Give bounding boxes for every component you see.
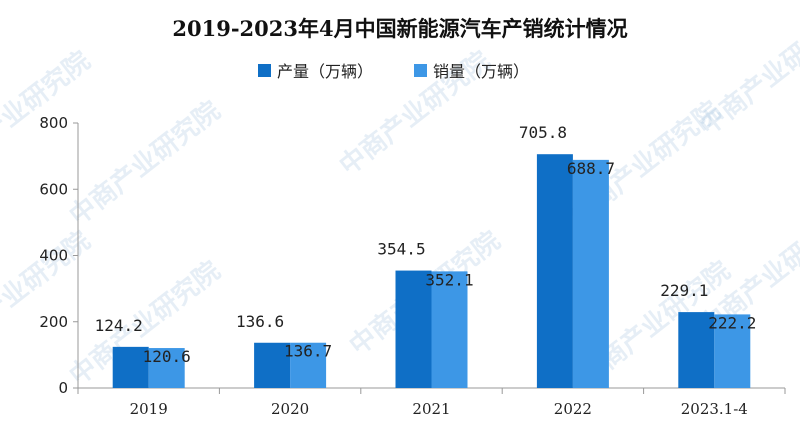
label-production-2019: 124.2	[95, 316, 143, 335]
label-sales-2023.1-4: 222.2	[708, 313, 756, 332]
bar-sales-2022	[572, 159, 609, 388]
label-production-2022: 705.8	[519, 123, 567, 142]
label-production-2023.1-4: 229.1	[660, 281, 708, 300]
bars	[112, 154, 751, 388]
x-tick-label: 2020	[271, 400, 309, 418]
bar-sales-2020	[290, 342, 327, 388]
bar-sales-2019	[148, 348, 185, 388]
watermark-text: 中商产业研究院	[694, 5, 800, 141]
label-sales-2020: 136.7	[284, 342, 332, 361]
x-tick-label: 2023.1-4	[681, 400, 748, 418]
label-production-2020: 136.6	[236, 312, 284, 331]
x-tick-label: 2021	[412, 400, 450, 418]
legend-swatch-1	[258, 64, 271, 77]
bar-production-2021	[395, 270, 432, 388]
legend: 产量（万辆） 销量（万辆）	[258, 62, 529, 81]
bar-production-2019	[112, 346, 149, 388]
y-tick-label: 200	[39, 313, 68, 331]
y-tick-label: 600	[39, 180, 68, 198]
bar-sales-2023.1-4	[714, 314, 751, 388]
axes: 0 200 400 600 800 2019 2020 2021 2022 2023.1-4	[39, 114, 786, 418]
bar-production-2020	[254, 342, 291, 388]
bar-production-2023.1-4	[678, 312, 715, 388]
legend-swatch-2	[414, 64, 427, 77]
label-sales-2022: 688.7	[567, 159, 615, 178]
bar-production-2022	[536, 154, 573, 388]
label-sales-2019: 120.6	[143, 347, 191, 366]
legend-label-1: 产量（万辆）	[277, 62, 373, 81]
x-tick-label: 2022	[554, 400, 592, 418]
bar-sales-2021	[431, 271, 468, 388]
label-sales-2021: 352.1	[425, 270, 473, 289]
chart-title: 2019-2023年4月中国新能源汽车产销统计情况	[172, 16, 627, 41]
x-tick-label: 2019	[130, 400, 168, 418]
y-tick-label: 400	[39, 247, 68, 265]
legend-label-2: 销量（万辆）	[433, 62, 529, 81]
y-tick-label: 0	[58, 379, 68, 397]
label-production-2021: 354.5	[377, 240, 425, 259]
watermark-text: 中商产业研究院	[64, 95, 227, 231]
y-tick-label: 800	[39, 114, 68, 132]
